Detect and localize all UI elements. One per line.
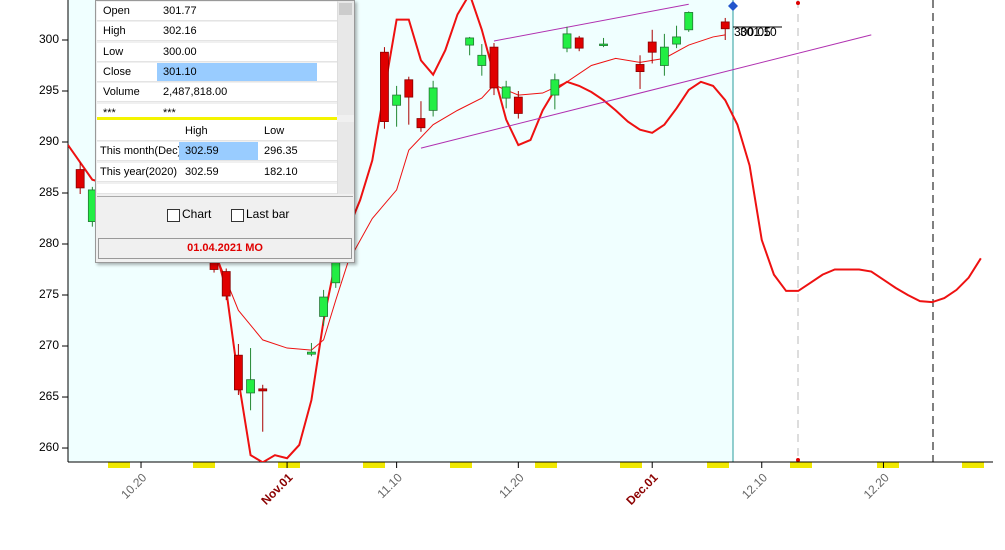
candle-body bbox=[416, 118, 426, 129]
price-tag: 300.05 bbox=[734, 25, 771, 39]
summary-value: 182.10 bbox=[258, 163, 337, 182]
candle-body bbox=[659, 46, 669, 66]
weekend-marks bbox=[108, 462, 984, 468]
date-label: 01.04.2021 MO bbox=[187, 242, 263, 254]
field-value: 301.77 bbox=[157, 2, 337, 21]
candle-body bbox=[319, 296, 328, 317]
data-window: Open 301.77 High 302.16 Low 300.00 Close 301.10… bbox=[95, 0, 355, 263]
summary-fill bbox=[97, 184, 337, 194]
candle-body bbox=[404, 79, 414, 98]
summary-value: 302.59 bbox=[179, 142, 258, 161]
x-tick-label: Nov.01 bbox=[258, 470, 295, 507]
last-bar-marker bbox=[728, 1, 738, 11]
candle-body bbox=[562, 33, 572, 49]
candle-body bbox=[246, 379, 255, 394]
y-tick-label: 270 bbox=[39, 338, 59, 352]
separator bbox=[97, 117, 337, 120]
summary-label: This year(2020) bbox=[97, 163, 179, 182]
candle-body bbox=[647, 41, 657, 53]
checkbox-label: Chart bbox=[182, 207, 212, 221]
scrollbar bbox=[337, 122, 354, 194]
candle-body bbox=[307, 351, 316, 355]
y-tick-label: 280 bbox=[39, 236, 59, 250]
candle-body bbox=[392, 94, 402, 106]
checkbox-label: Last bar bbox=[246, 207, 290, 221]
y-tick-label: 265 bbox=[39, 389, 59, 403]
x-tick-label: Dec.01 bbox=[623, 470, 660, 507]
y-tick-label: 260 bbox=[39, 440, 59, 454]
candle-body bbox=[477, 54, 487, 66]
summary-corner bbox=[97, 122, 179, 141]
field-label: Low bbox=[97, 42, 157, 62]
summary-value: 302.59 bbox=[179, 163, 258, 182]
candle-body bbox=[672, 36, 681, 45]
divider bbox=[97, 196, 353, 197]
checkbox[interactable] bbox=[231, 209, 244, 222]
candle-body bbox=[574, 37, 584, 49]
summary-header: Low bbox=[258, 122, 337, 141]
price-tag: 301.10 bbox=[740, 25, 777, 39]
checkbox[interactable] bbox=[167, 209, 180, 222]
scroll-thumb bbox=[339, 3, 352, 15]
y-tick-label: 295 bbox=[39, 83, 59, 97]
candle-body bbox=[635, 64, 645, 73]
field-label: Volume bbox=[97, 83, 157, 103]
field-label: High bbox=[97, 22, 157, 42]
candle-body bbox=[550, 79, 560, 96]
candle-body bbox=[501, 86, 511, 99]
x-tick-label: 11.20 bbox=[496, 470, 527, 501]
field-value: 302.16 bbox=[157, 22, 337, 42]
x-tick-label: 12.10 bbox=[739, 470, 770, 501]
candle-body bbox=[209, 261, 219, 270]
field-fill bbox=[317, 62, 337, 82]
y-tick-label: 285 bbox=[39, 185, 59, 199]
y-tick-label: 290 bbox=[39, 134, 59, 148]
candle-body bbox=[684, 12, 694, 31]
candle-body bbox=[720, 21, 730, 30]
candle-body bbox=[428, 87, 438, 111]
candle-body bbox=[221, 271, 231, 297]
date-box bbox=[98, 238, 352, 259]
candle-body bbox=[233, 354, 243, 391]
y-tick-label: 300 bbox=[39, 32, 59, 46]
candle-body bbox=[465, 37, 475, 46]
cursor-dot bbox=[796, 1, 800, 5]
candle-body bbox=[599, 43, 608, 46]
candle-body bbox=[513, 96, 523, 114]
x-tick-label: 10.20 bbox=[118, 470, 149, 501]
y-tick-label: 275 bbox=[39, 287, 59, 301]
field-value: 2,487,818.00 bbox=[157, 83, 337, 103]
summary-value: 296.35 bbox=[258, 142, 337, 161]
summary-label: This month(Dec) bbox=[97, 142, 181, 161]
indicator-line bbox=[420, 34, 872, 149]
field-value: 301.10 bbox=[157, 62, 317, 82]
cursor-dot bbox=[796, 458, 800, 462]
x-tick-label: 11.10 bbox=[374, 470, 405, 501]
candle-body bbox=[489, 46, 499, 89]
field-label: Open bbox=[97, 2, 157, 21]
indicator-line bbox=[68, 0, 982, 462]
candle-body bbox=[258, 388, 268, 392]
scrollbar bbox=[337, 1, 354, 115]
summary-header: High bbox=[179, 122, 258, 141]
x-tick-label: 12.20 bbox=[861, 470, 892, 501]
candle-body bbox=[75, 169, 85, 189]
candle-body bbox=[380, 51, 389, 122]
candle-body bbox=[331, 261, 341, 284]
indicator-line bbox=[493, 3, 689, 42]
field-value: 300.00 bbox=[157, 42, 337, 62]
field-label: Close bbox=[97, 62, 157, 82]
